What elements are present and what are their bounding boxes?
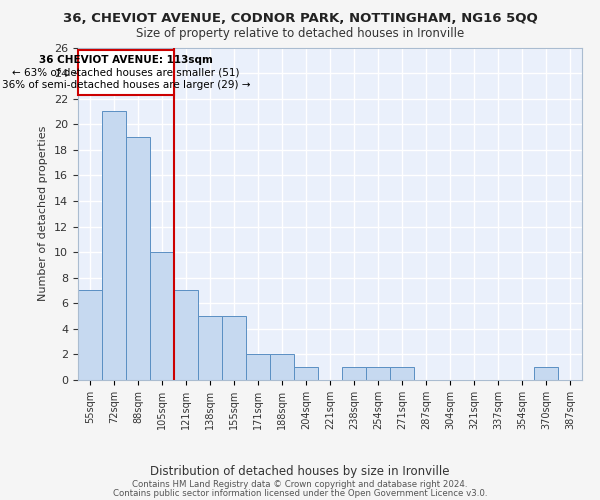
Bar: [78, 290, 102, 380]
Bar: [198, 316, 222, 380]
Text: Contains HM Land Registry data © Crown copyright and database right 2024.: Contains HM Land Registry data © Crown c…: [132, 480, 468, 489]
Bar: [222, 316, 246, 380]
Text: Contains public sector information licensed under the Open Government Licence v3: Contains public sector information licen…: [113, 489, 487, 498]
Bar: [150, 252, 174, 380]
Bar: [342, 367, 366, 380]
Bar: [390, 367, 414, 380]
Text: Distribution of detached houses by size in Ironville: Distribution of detached houses by size …: [150, 465, 450, 478]
FancyBboxPatch shape: [78, 50, 174, 95]
Text: 36, CHEVIOT AVENUE, CODNOR PARK, NOTTINGHAM, NG16 5QQ: 36, CHEVIOT AVENUE, CODNOR PARK, NOTTING…: [62, 12, 538, 26]
Bar: [534, 367, 558, 380]
Bar: [246, 354, 270, 380]
Text: Size of property relative to detached houses in Ironville: Size of property relative to detached ho…: [136, 28, 464, 40]
Text: ← 63% of detached houses are smaller (51): ← 63% of detached houses are smaller (51…: [12, 68, 240, 78]
Text: 36% of semi-detached houses are larger (29) →: 36% of semi-detached houses are larger (…: [2, 80, 250, 90]
Bar: [366, 367, 390, 380]
Text: 36 CHEVIOT AVENUE: 113sqm: 36 CHEVIOT AVENUE: 113sqm: [39, 55, 213, 65]
Bar: [294, 367, 318, 380]
Bar: [174, 290, 198, 380]
Bar: [102, 112, 126, 380]
Y-axis label: Number of detached properties: Number of detached properties: [38, 126, 49, 302]
Bar: [126, 137, 150, 380]
Bar: [270, 354, 294, 380]
